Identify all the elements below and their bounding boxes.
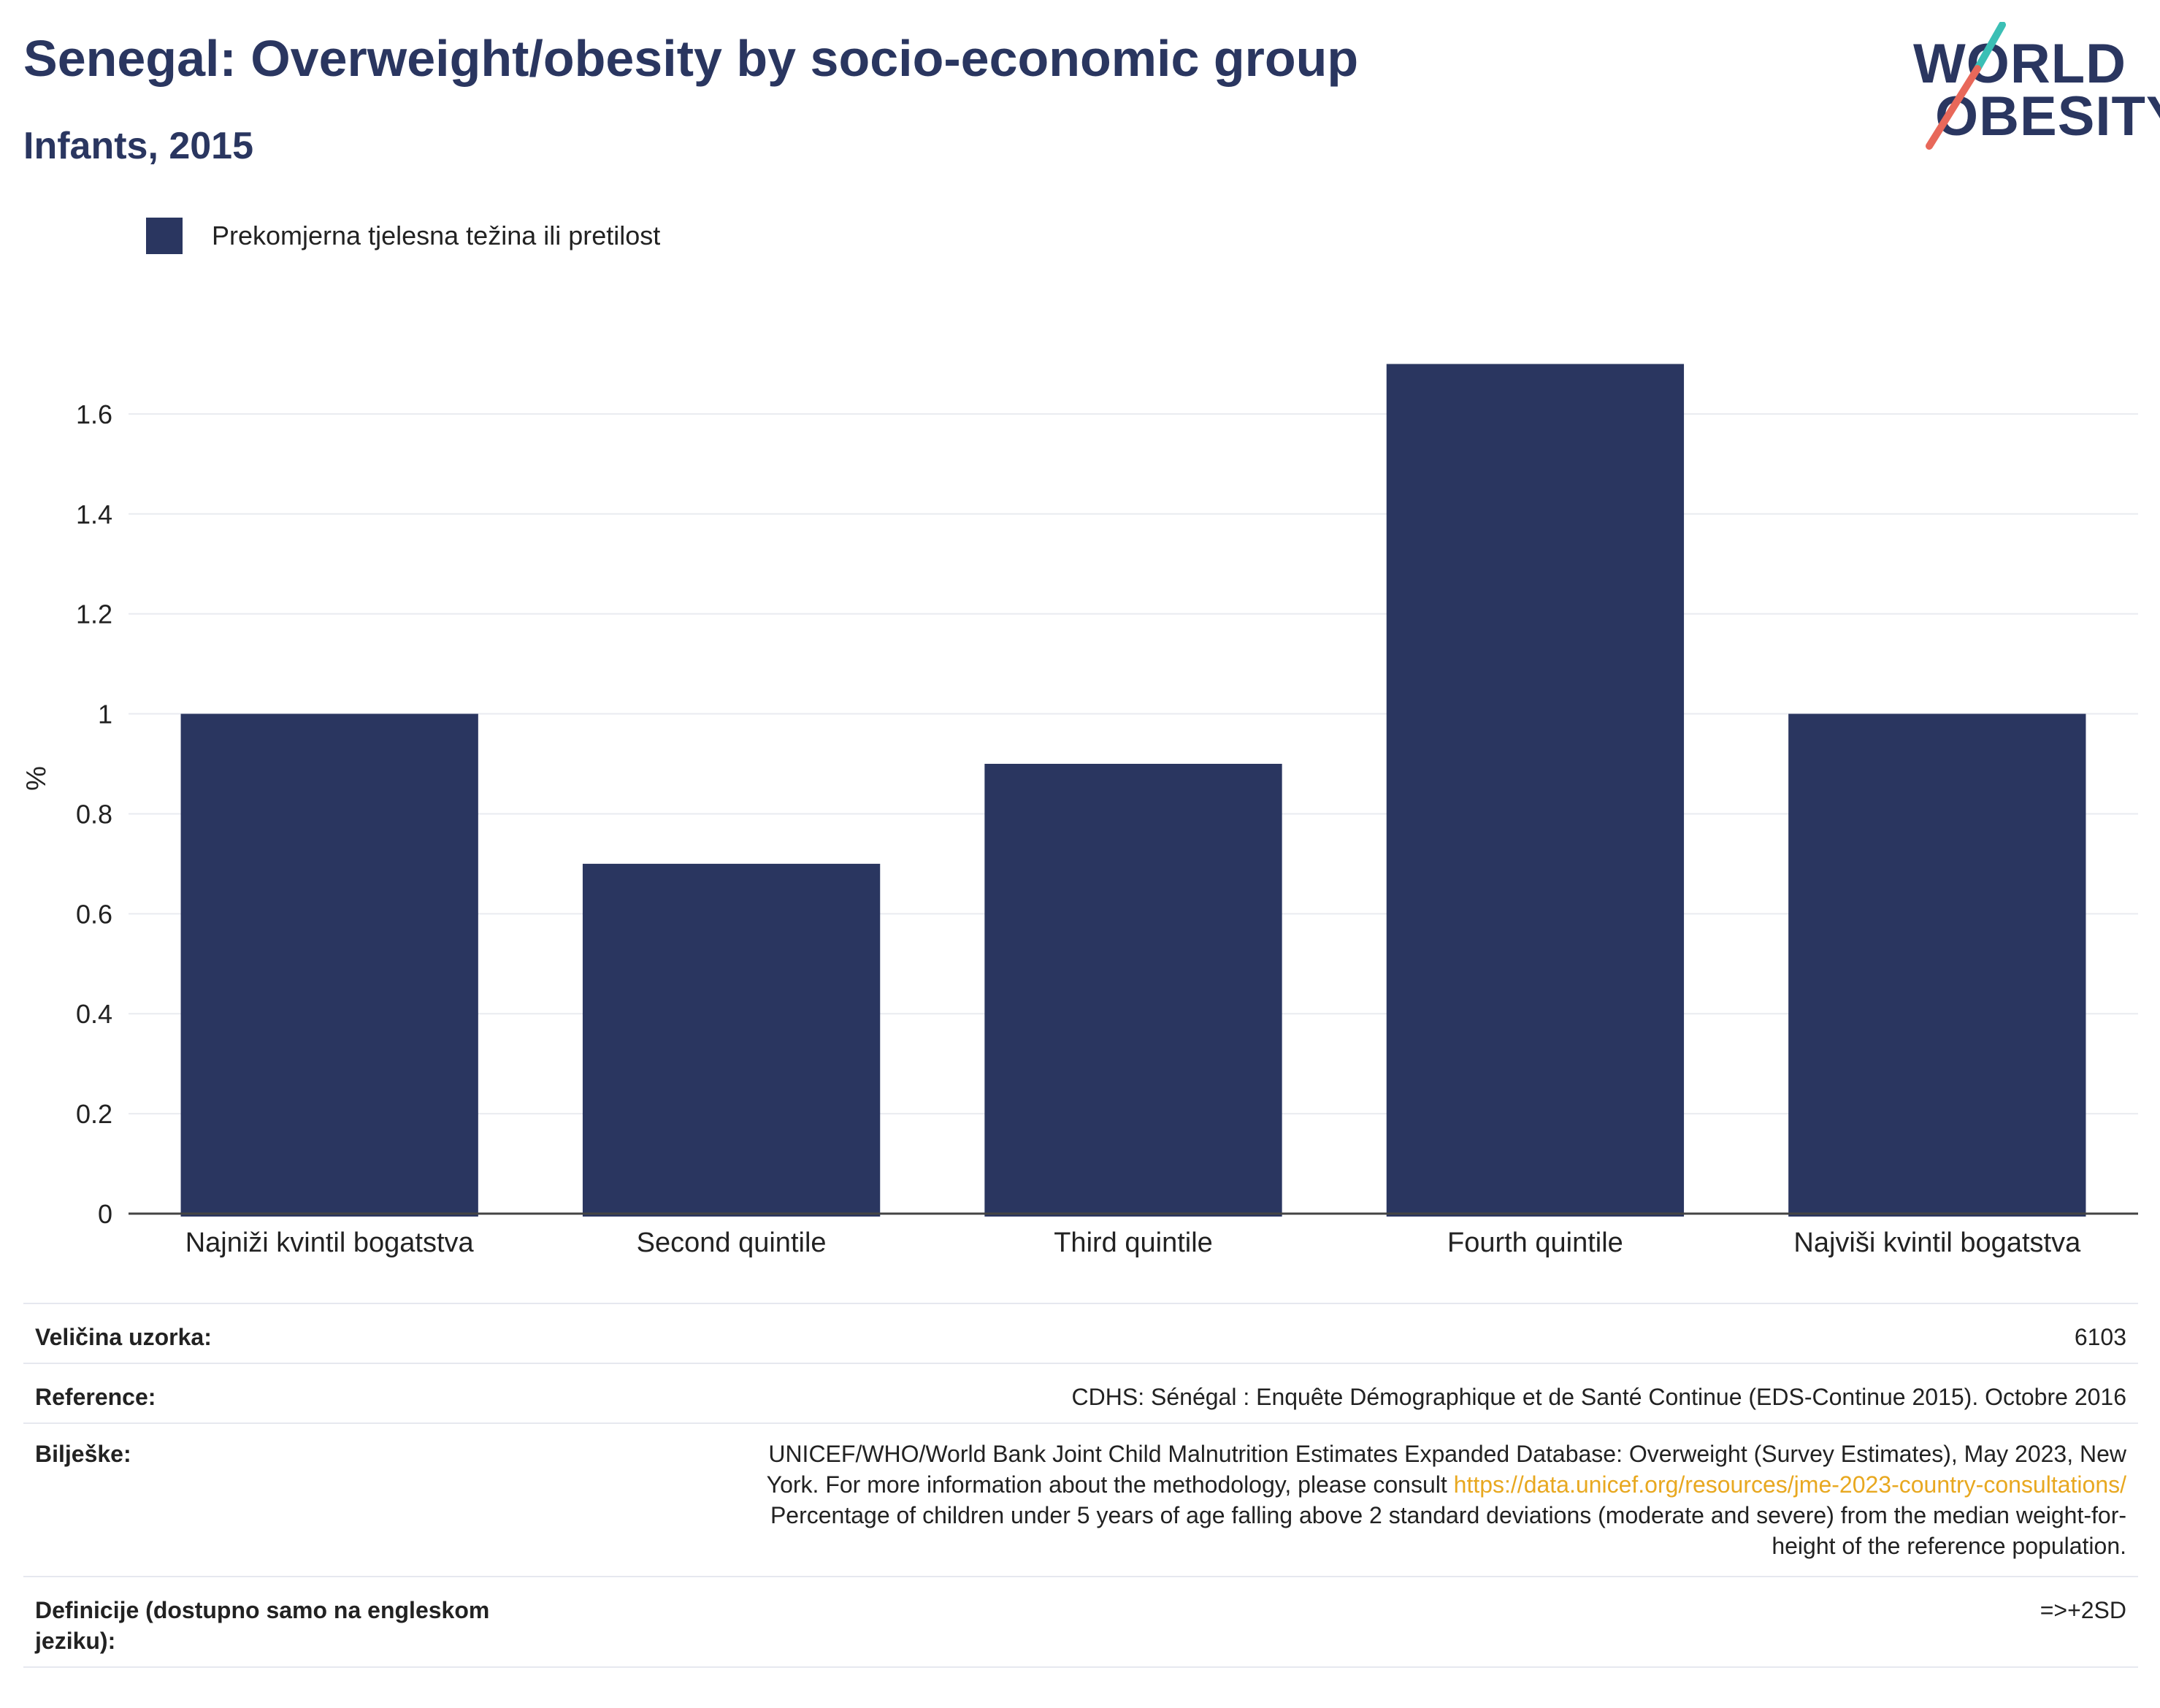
y-tick-label: 1.4 [76,499,112,529]
notes-link[interactable]: https://data.unicef.org/resources/jme-20… [1453,1471,2126,1498]
notes-value: UNICEF/WHO/World Bank Joint Child Malnut… [767,1439,2126,1561]
logo-slash-icon [1926,22,2006,150]
notes-line-4: height of the reference population. [1772,1533,2126,1559]
bar[interactable] [984,764,1282,1217]
sample-size-value: 6103 [2074,1324,2126,1350]
x-axis-ticks: Najniži kvintil bogatstva Second quintile… [185,1228,2081,1258]
x-tick-label: Najviši kvintil bogatstva [1793,1228,2081,1258]
definitions-value: =>+2SD [2040,1597,2126,1623]
definitions-label: Definicije (dostupno samo na engleskom j… [35,1595,590,1656]
x-tick-label: Fourth quintile [1447,1228,1623,1258]
y-tick-label: 0 [98,1199,112,1229]
page-subtitle: Infants, 2015 [23,125,254,167]
notes-line-2: York. For more information about the met… [767,1469,2126,1500]
y-axis-ticks: 0 0.2 0.4 0.6 0.8 1 1.2 1.4 1.6 [76,399,112,1229]
bar[interactable] [180,713,478,1217]
y-tick-label: 0.2 [76,1099,112,1129]
bar[interactable] [1788,713,2086,1217]
notes-line-2-text: York. For more information about the met… [766,1471,1454,1498]
chart-legend[interactable]: Prekomjerna tjelesna težina ili pretilos… [146,218,660,254]
reference-label: Reference: [35,1384,156,1410]
definitions-label-line-2: jeziku): [35,1628,116,1654]
info-row-reference: Reference: CDHS: Sénégal : Enquête Démog… [23,1363,2138,1424]
info-row-definitions: Definicije (dostupno samo na engleskom j… [23,1576,2138,1668]
x-tick-label: Second quintile [637,1228,827,1258]
info-row-sample-size: Veličina uzorka: 6103 [23,1303,2138,1364]
y-tick-label: 0.8 [76,799,112,829]
y-tick-label: 0.4 [76,999,112,1029]
legend-label: Prekomjerna tjelesna težina ili pretilos… [212,221,661,250]
bar[interactable] [1386,364,1685,1217]
page-title: Senegal: Overweight/obesity by socio-eco… [23,30,1359,87]
info-row-notes: Bilješke: UNICEF/WHO/World Bank Joint Ch… [23,1422,2138,1577]
bar[interactable] [582,863,881,1217]
y-tick-label: 1.6 [76,399,112,429]
reference-value: CDHS: Sénégal : Enquête Démographique et… [1071,1384,2126,1410]
chart-bars [180,364,2086,1217]
y-tick-label: 1 [98,700,112,729]
world-obesity-logo: WORLD OBESITY [1899,22,2160,153]
bar-chart: 0 0.2 0.4 0.6 0.8 1 1.2 1.4 1.6 Najniži kvintil … [21,364,2138,1258]
notes-label: Bilješke: [35,1441,131,1467]
notes-line-3: Percentage of children under 5 years of … [770,1502,2126,1528]
x-tick-label: Third quintile [1054,1228,1213,1258]
y-tick-label: 0.6 [76,899,112,929]
info-table-bottom-border [23,1666,2138,1668]
sample-size-label: Veličina uzorka: [35,1324,212,1350]
y-axis-label: % [21,766,52,791]
y-tick-label: 1.2 [76,600,112,629]
logo-line-1: WORLD [1913,33,2127,95]
notes-line-1: UNICEF/WHO/World Bank Joint Child Malnut… [768,1441,2126,1467]
x-tick-label: Najniži kvintil bogatstva [185,1228,475,1258]
logo-line-2: OBESITY [1935,85,2160,148]
legend-swatch [146,218,183,254]
definitions-label-line-1: Definicije (dostupno samo na engleskom [35,1597,490,1623]
